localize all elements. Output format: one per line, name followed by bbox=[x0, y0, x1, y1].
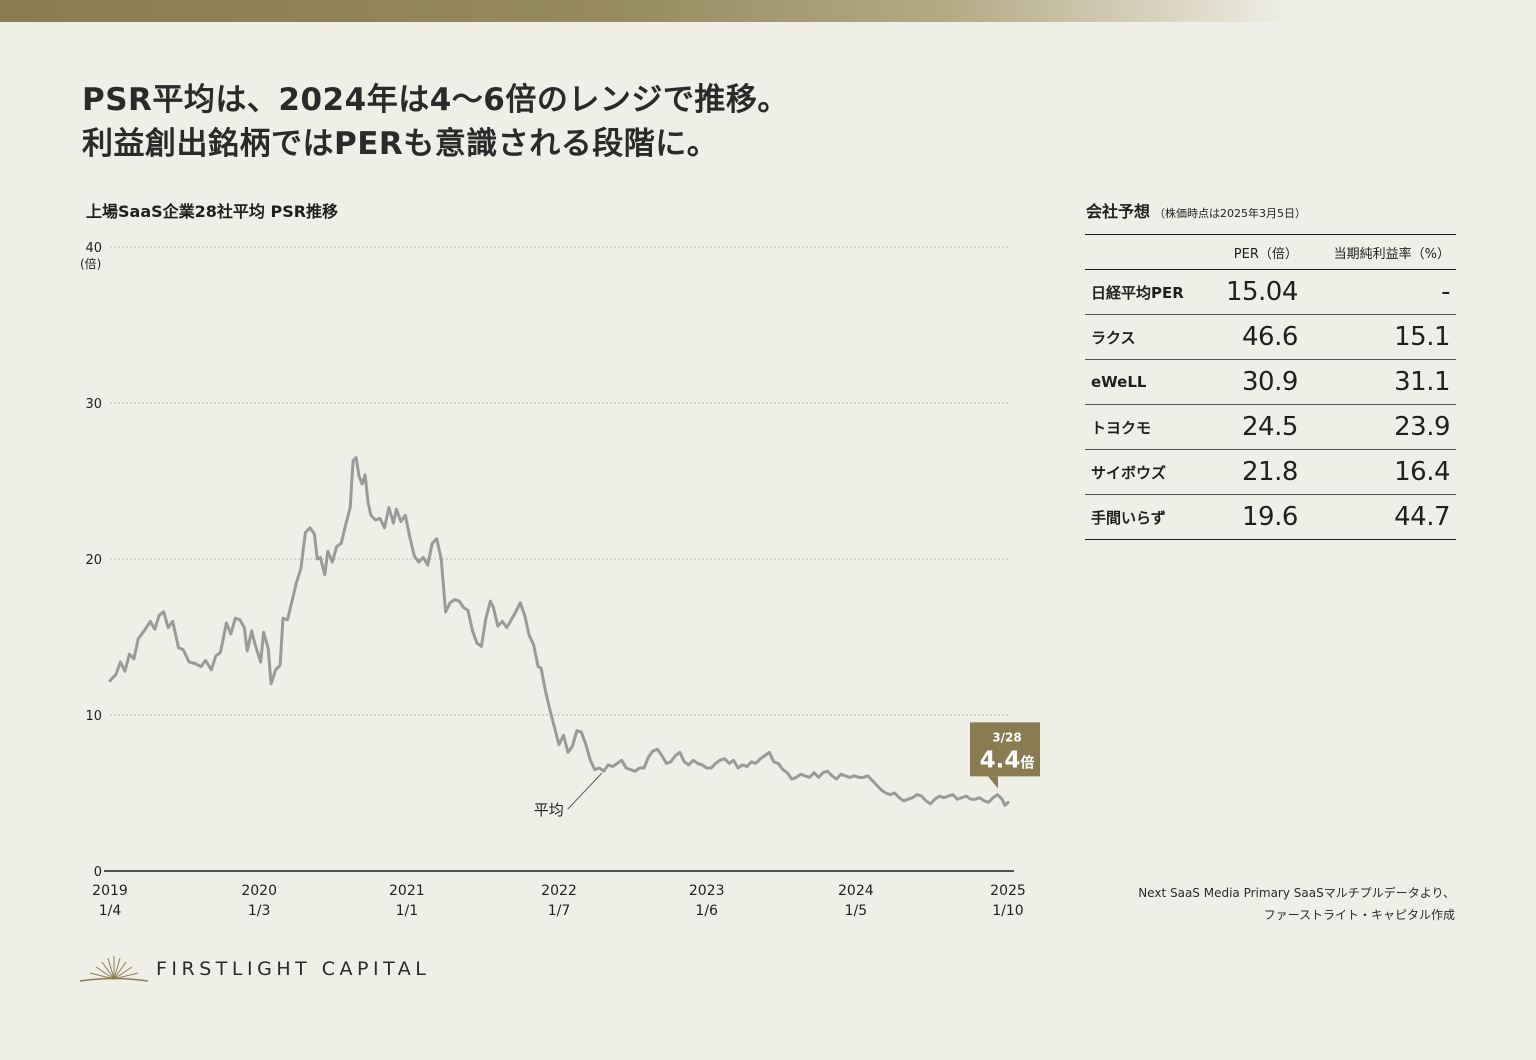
callout-box bbox=[970, 722, 1040, 777]
table-title: 会社予想 （株価時点は2025年3月5日） bbox=[1086, 198, 1306, 222]
series-label-leader bbox=[567, 772, 603, 810]
logo-wordmark: FIRSTLIGHT CAPITAL bbox=[156, 958, 431, 980]
sunrise-icon bbox=[79, 956, 149, 982]
y-tick-label: 0 bbox=[94, 865, 102, 880]
row-per: 46.6 bbox=[1207, 314, 1304, 360]
row-per: 19.6 bbox=[1207, 494, 1304, 540]
x-tick-year: 2021 bbox=[389, 883, 425, 899]
callout-date: 3/28 bbox=[992, 730, 1021, 744]
row-name: サイボウズ bbox=[1085, 449, 1207, 495]
x-tick-date: 1/4 bbox=[99, 903, 122, 919]
row-margin: 31.1 bbox=[1303, 359, 1456, 405]
x-tick-year: 2022 bbox=[541, 883, 577, 899]
series-label: 平均 bbox=[534, 801, 564, 819]
table-row: トヨクモ 24.5 23.9 bbox=[1085, 404, 1456, 450]
x-tick-date: 1/3 bbox=[248, 903, 271, 919]
x-tick-year: 2020 bbox=[241, 883, 277, 899]
callout-value: 4.4倍 bbox=[980, 747, 1035, 773]
callout-pointer bbox=[988, 776, 998, 789]
row-name: eWeLL bbox=[1085, 359, 1207, 405]
forecast-table: PER（倍） 当期純利益率（%） 日経平均PER 15.04 - ラクス 46.… bbox=[1085, 234, 1456, 540]
header-margin: 当期純利益率（%） bbox=[1303, 234, 1456, 270]
psr-line-chart: 0 10 20 30 40(倍) 2019 1/4 2020 1/3 2021 1/1 2022 1/7… bbox=[80, 241, 1040, 919]
y-tick-label: 10 bbox=[85, 709, 102, 724]
table-row: eWeLL 30.9 31.1 bbox=[1085, 359, 1456, 405]
x-tick-year: 2019 bbox=[92, 883, 128, 899]
page-headline: PSR平均は、2024年は4〜6倍のレンジで推移。 利益創出銘柄ではPERも意識… bbox=[82, 78, 1022, 166]
y-tick-label: 40 bbox=[85, 241, 102, 256]
x-tick-date: 1/6 bbox=[695, 903, 718, 919]
row-per: 15.04 bbox=[1207, 269, 1304, 315]
row-per: 24.5 bbox=[1207, 404, 1304, 450]
row-margin: 23.9 bbox=[1303, 404, 1456, 450]
callout-value-number: 4.4 bbox=[980, 747, 1021, 773]
table-row: ラクス 46.6 15.1 bbox=[1085, 314, 1456, 360]
row-margin: - bbox=[1303, 269, 1456, 315]
row-per: 21.8 bbox=[1207, 449, 1304, 495]
x-tick-year: 2023 bbox=[689, 883, 725, 899]
table-title-note: （株価時点は2025年3月5日） bbox=[1154, 207, 1307, 220]
callout-value-unit: 倍 bbox=[1020, 754, 1034, 771]
y-axis-unit: (倍) bbox=[80, 256, 101, 271]
source-line-1: Next SaaS Media Primary SaaSマルチプルデータより、 bbox=[1138, 886, 1455, 900]
y-tick-label: 30 bbox=[85, 397, 102, 412]
chart-title: 上場SaaS企業28社平均 PSR推移 bbox=[86, 202, 339, 221]
header-per: PER（倍） bbox=[1207, 234, 1304, 270]
x-tick-date: 1/5 bbox=[845, 903, 868, 919]
x-tick-year: 2025 bbox=[990, 883, 1026, 899]
series-line-average bbox=[108, 456, 1010, 807]
x-tick-year: 2024 bbox=[838, 883, 874, 899]
x-tick-date: 1/10 bbox=[992, 903, 1023, 919]
row-name: トヨクモ bbox=[1085, 404, 1207, 450]
company-logo: FIRSTLIGHT CAPITAL bbox=[78, 952, 438, 988]
source-line-2: ファーストライト・キャピタル作成 bbox=[1263, 908, 1455, 922]
row-margin: 15.1 bbox=[1303, 314, 1456, 360]
headline-line-2: 利益創出銘柄ではPERも意識される段階に。 bbox=[82, 126, 719, 162]
headline-line-1: PSR平均は、2024年は4〜6倍のレンジで推移。 bbox=[82, 82, 789, 118]
row-name: 日経平均PER bbox=[1085, 269, 1207, 315]
table-title-main: 会社予想 bbox=[1086, 202, 1151, 221]
x-tick-date: 1/7 bbox=[548, 903, 571, 919]
source-note: Next SaaS Media Primary SaaSマルチプルデータより、 … bbox=[1138, 882, 1455, 926]
row-name: 手間いらず bbox=[1085, 494, 1207, 540]
y-tick-label: 20 bbox=[85, 553, 102, 568]
table-row: サイボウズ 21.8 16.4 bbox=[1085, 449, 1456, 495]
row-per: 30.9 bbox=[1207, 359, 1304, 405]
row-margin: 44.7 bbox=[1303, 494, 1456, 540]
table-row: 手間いらず 19.6 44.7 bbox=[1085, 494, 1456, 540]
header-blank bbox=[1085, 234, 1207, 270]
row-name: ラクス bbox=[1085, 314, 1207, 360]
table-row: 日経平均PER 15.04 - bbox=[1085, 269, 1456, 315]
top-accent-bar bbox=[0, 0, 1536, 22]
table-header-row: PER（倍） 当期純利益率（%） bbox=[1085, 234, 1456, 270]
x-tick-date: 1/1 bbox=[396, 903, 419, 919]
row-margin: 16.4 bbox=[1303, 449, 1456, 495]
